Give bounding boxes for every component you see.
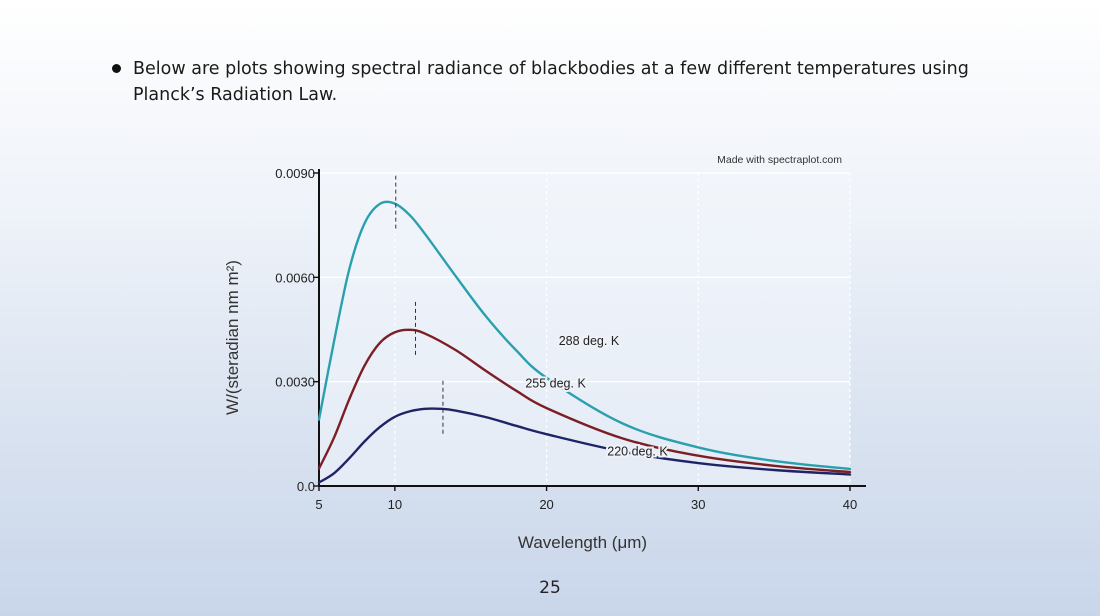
series-line-255k	[317, 328, 852, 474]
series-label: 220 deg. K	[607, 445, 668, 459]
x-tick-label: 10	[388, 497, 402, 512]
y-tick-label: 0.0030	[275, 375, 315, 390]
x-axis-title: Wavelength (μm)	[518, 533, 647, 552]
bullet-text: Below are plots showing spectral radianc…	[133, 59, 969, 105]
y-tick-label: 0.0090	[275, 166, 315, 181]
series-line-288k	[317, 200, 852, 471]
series-line-220k	[317, 407, 852, 484]
chart-svg: 0.0 0.0030 0.0060 0.0090 5 10 20 30 40 Wavelength…	[223, 154, 866, 552]
plot-area-background	[319, 173, 850, 486]
x-tick-label: 20	[539, 497, 553, 512]
y-axis-title: W/(steradian nm m²)	[223, 260, 242, 415]
y-tick-label: 0.0060	[275, 270, 315, 285]
x-tick-label: 40	[843, 497, 857, 512]
credit-text: Made with spectraplot.com	[717, 154, 842, 166]
series-label: 288 deg. K	[559, 334, 620, 348]
x-tick-label: 5	[315, 497, 322, 512]
y-tick-label: 0.0	[297, 479, 315, 494]
page-number: 25	[539, 578, 561, 598]
spectral-radiance-chart: 0.0 0.0030 0.0060 0.0090 5 10 20 30 40 Wavelength…	[200, 148, 900, 568]
x-tick-label: 30	[691, 497, 705, 512]
bullet-dot-icon	[112, 64, 121, 73]
series-label: 255 deg. K	[525, 377, 586, 391]
